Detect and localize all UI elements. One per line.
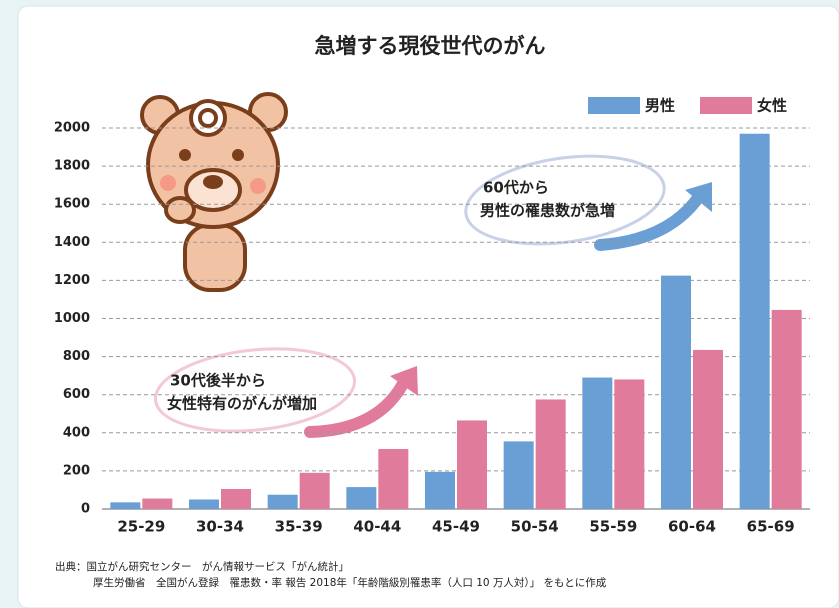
annotation: 男性の罹患数が急増 — [480, 202, 615, 220]
bar — [110, 502, 141, 509]
scribble — [153, 347, 357, 433]
y-tick-label: 400 — [63, 425, 90, 440]
x-tick-label: 55-59 — [589, 518, 637, 536]
legend-swatch — [588, 97, 640, 114]
x-tick-label: 65-69 — [747, 518, 795, 536]
bar — [267, 494, 298, 509]
y-tick-label: 200 — [63, 463, 90, 478]
bar — [771, 309, 802, 509]
bar — [614, 379, 645, 509]
chart-title: 急増する現役世代のがん — [315, 34, 546, 58]
annotation: 女性特有のがんが増加 — [167, 395, 317, 413]
bar — [425, 471, 455, 509]
bar — [503, 441, 534, 509]
y-tick-label: 1200 — [54, 273, 90, 288]
arrow — [304, 374, 411, 438]
x-tick-label: 60-64 — [668, 518, 716, 536]
bar — [189, 499, 219, 509]
scribble — [464, 154, 666, 246]
bar — [142, 498, 173, 509]
x-tick-label: 35-39 — [275, 518, 323, 536]
bar — [661, 275, 691, 509]
legend-swatch — [700, 97, 752, 114]
bar — [739, 133, 770, 509]
legend-label: 女性 — [757, 97, 787, 115]
y-tick-label: 800 — [63, 349, 90, 364]
x-tick-label: 30-34 — [196, 518, 244, 536]
arrow-head — [390, 366, 418, 396]
x-tick-label: 40-44 — [353, 518, 401, 536]
y-tick-label: 1600 — [54, 197, 90, 212]
y-tick-label: 1400 — [54, 235, 90, 250]
bar — [378, 448, 409, 509]
source-note: 出典：国立がん研究センター がん情報サービス「がん統計」 — [55, 560, 349, 573]
bar — [693, 349, 723, 509]
x-tick-label: 45-49 — [432, 518, 480, 536]
bar — [582, 377, 613, 509]
bar — [535, 399, 566, 509]
bar — [221, 488, 251, 509]
y-tick-label: 1000 — [54, 311, 90, 326]
annotation: 60代から — [483, 179, 549, 197]
source-note: 厚生労働省 全国がん登録 罹患数・率 報告 2018年「年齢階級別罹患率（人口 … — [93, 576, 607, 589]
bar — [346, 487, 377, 509]
bar — [457, 420, 487, 509]
legend-label: 男性 — [645, 97, 675, 115]
annotation: 30代後半から — [170, 372, 266, 390]
y-tick-label: 600 — [63, 387, 90, 402]
y-tick-label: 2000 — [54, 121, 90, 136]
bear-illustration — [140, 92, 288, 292]
y-tick-label: 1800 — [54, 159, 90, 174]
bar — [299, 472, 330, 509]
x-tick-label: 25-29 — [117, 518, 165, 536]
x-tick-label: 50-54 — [511, 518, 559, 536]
y-tick-label: 0 — [81, 502, 90, 517]
